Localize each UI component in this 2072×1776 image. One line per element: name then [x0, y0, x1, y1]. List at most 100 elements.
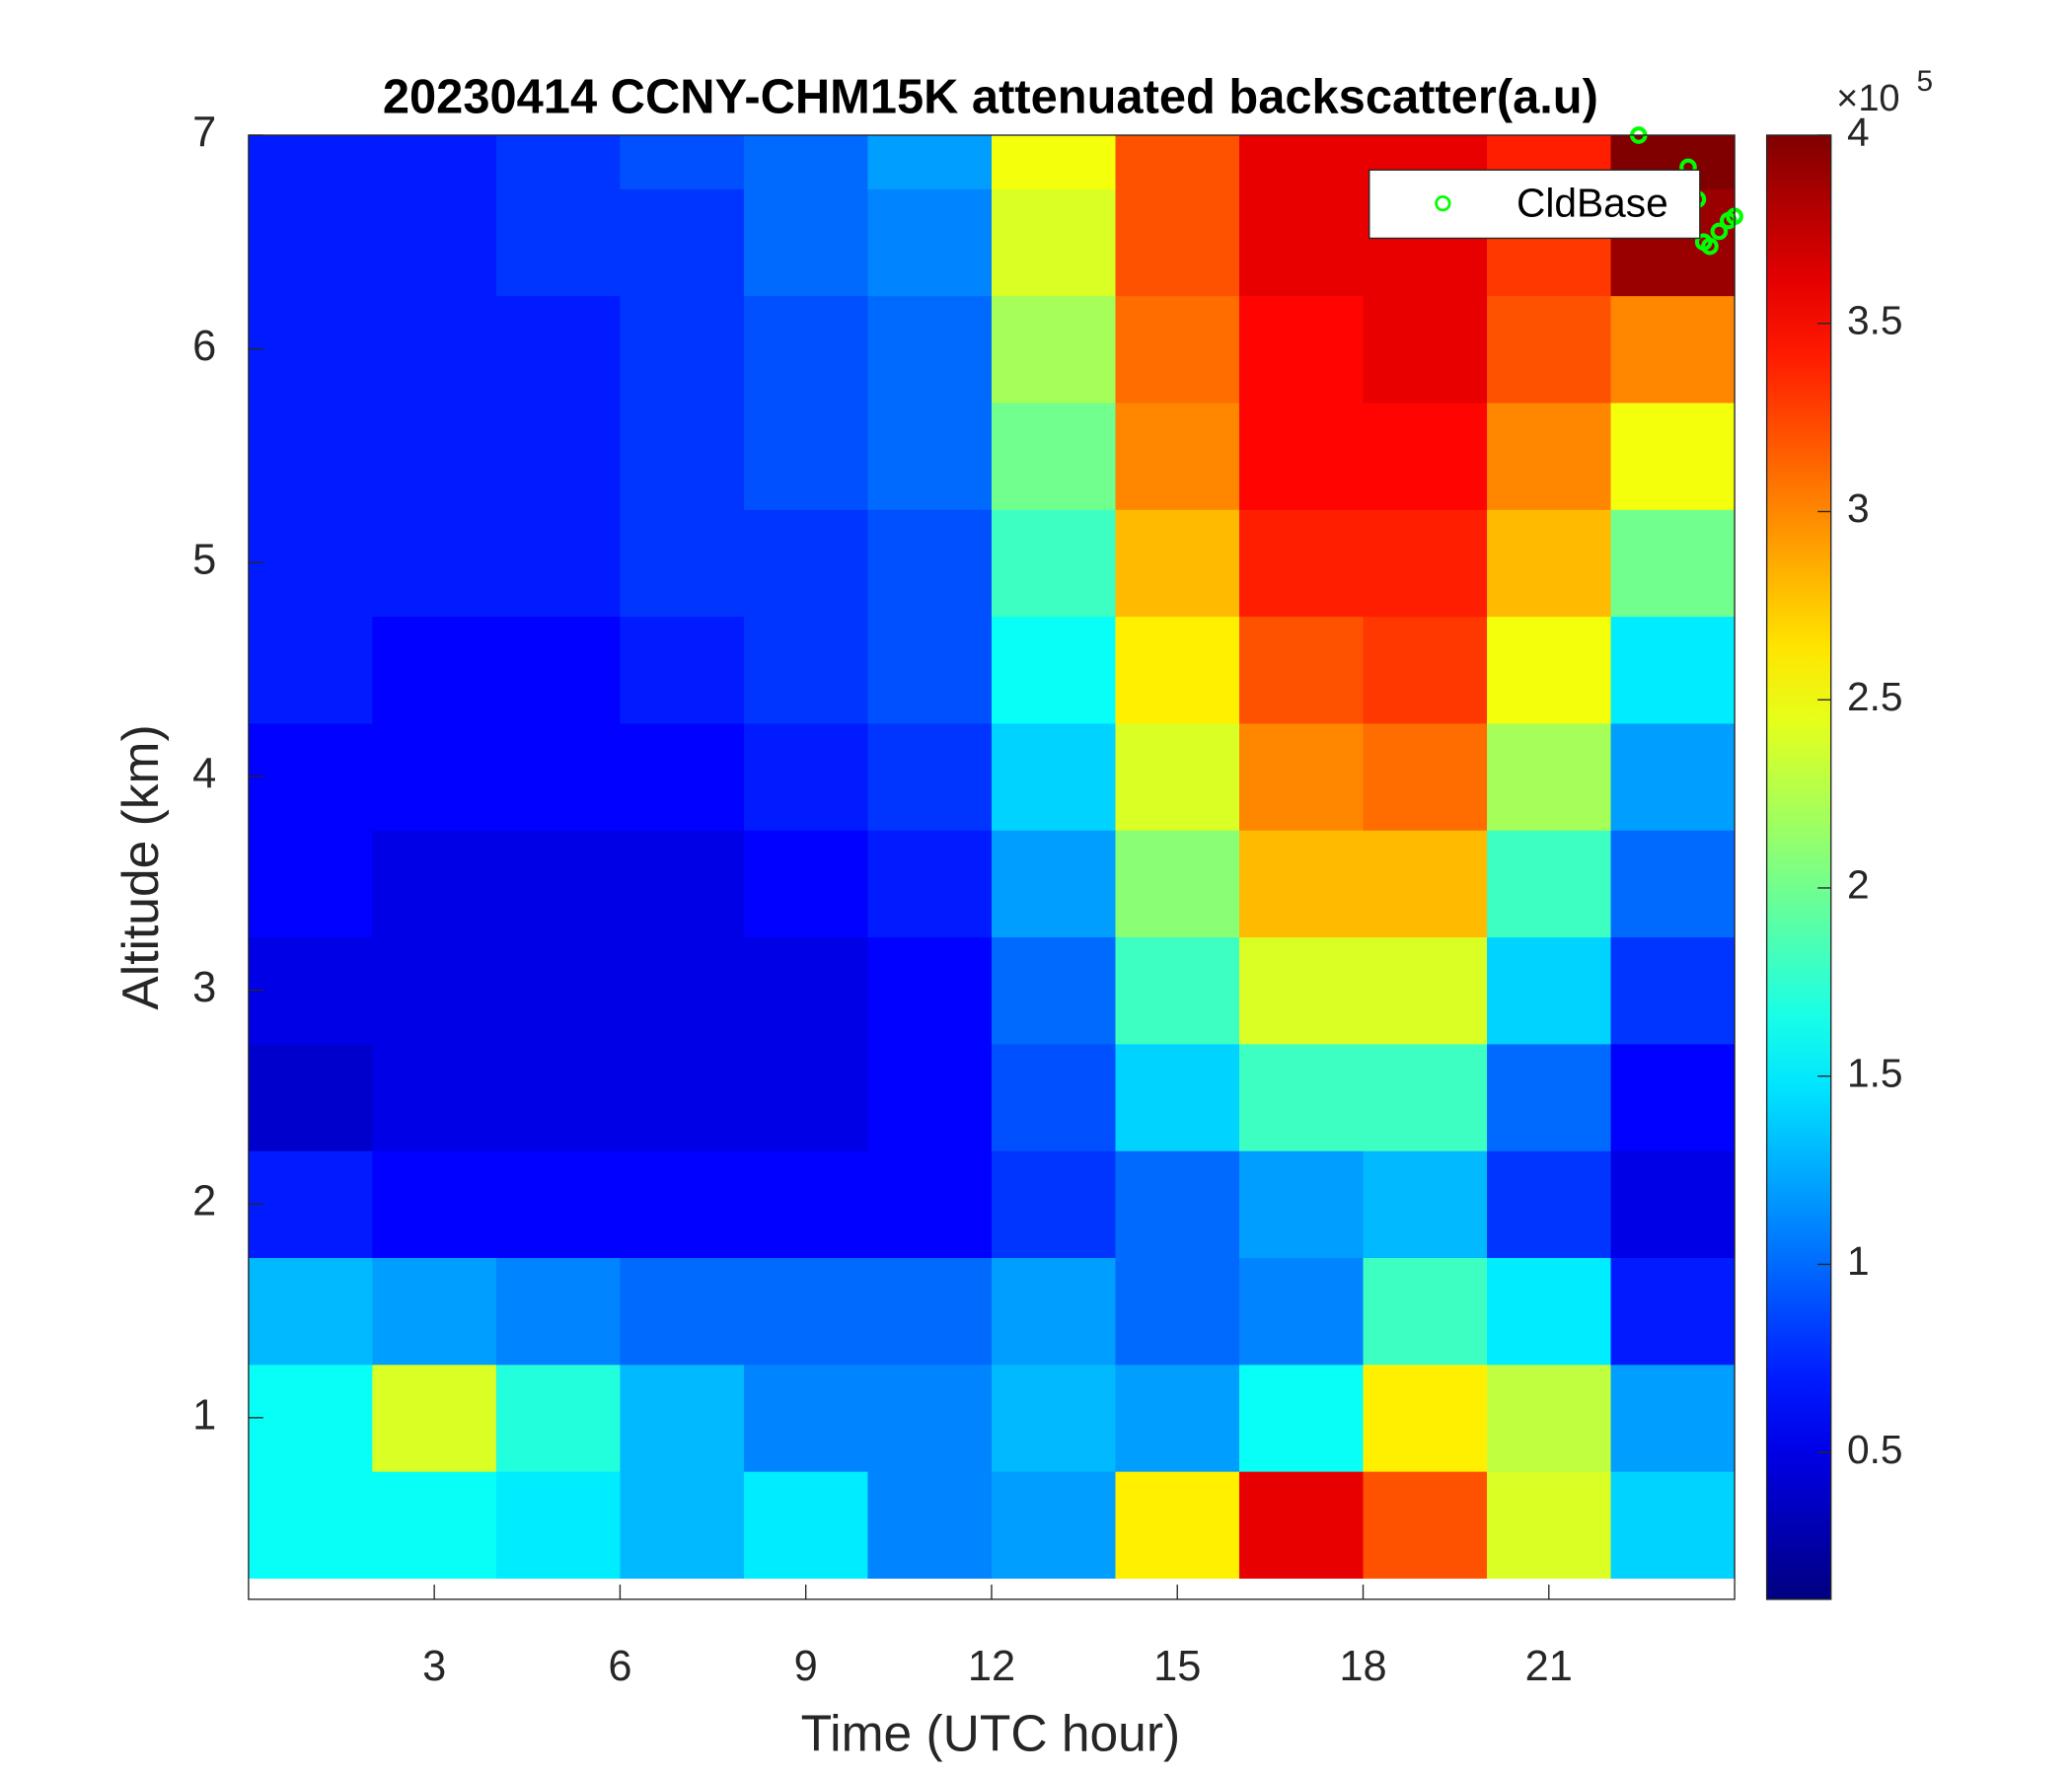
- heatmap-cell: [248, 135, 374, 189]
- heatmap-cell: [1363, 1470, 1488, 1579]
- heatmap-cell: [495, 295, 622, 404]
- heatmap-cell: [1487, 509, 1612, 618]
- heatmap-cell: [620, 1364, 745, 1472]
- heatmap-cell: [743, 830, 869, 938]
- heatmap-cell: [1115, 830, 1240, 938]
- heatmap-cell: [248, 1470, 374, 1579]
- heatmap-cell: [1115, 1364, 1240, 1472]
- heatmap-cell: [1115, 936, 1240, 1045]
- heatmap-cell: [991, 1364, 1117, 1472]
- heatmap-cell: [1363, 1257, 1488, 1366]
- heatmap-cell: [867, 936, 993, 1045]
- heatmap-cell: [372, 295, 497, 404]
- heatmap-cell: [991, 830, 1117, 938]
- heatmap-cell: [620, 188, 745, 297]
- legend-marker: [1435, 195, 1451, 212]
- heatmap-cell: [1238, 936, 1365, 1045]
- x-tick-label: 21: [1525, 1643, 1573, 1690]
- heatmap-cell: [1115, 402, 1240, 510]
- y-tick-label: 7: [192, 109, 216, 156]
- heatmap-cell: [867, 295, 993, 404]
- heatmap-cell: [248, 509, 374, 618]
- heatmap-cell: [372, 1043, 497, 1151]
- heatmap-cell: [620, 1043, 745, 1151]
- heatmap-cell: [248, 295, 374, 404]
- heatmap-cell: [867, 135, 993, 189]
- colorbar-tick-label: 3.5: [1847, 297, 1903, 342]
- heatmap-cell: [248, 1257, 374, 1366]
- heatmap-cell: [867, 830, 993, 938]
- heatmap-cell: [1115, 509, 1240, 618]
- heatmap-cell: [867, 1257, 993, 1366]
- heatmap-cell: [1363, 936, 1488, 1045]
- heatmap-cell: [620, 295, 745, 404]
- heatmap-cell: [372, 1257, 497, 1366]
- heatmap-cell: [743, 722, 869, 831]
- colorbar-tick-label: 3: [1847, 485, 1870, 531]
- heatmap-cell: [1238, 722, 1365, 831]
- y-tick-label: 4: [192, 750, 216, 797]
- heatmap-cell: [743, 1470, 869, 1579]
- heatmap-cell: [620, 135, 745, 189]
- heatmap-cell: [620, 1470, 745, 1579]
- heatmap-cell: [1610, 1364, 1736, 1472]
- heatmap-cell: [495, 135, 622, 189]
- heatmap-cell: [372, 1150, 497, 1259]
- heatmap-cell: [1487, 616, 1612, 724]
- colorbar: [1765, 134, 1832, 1600]
- heatmap-cell: [1487, 1257, 1612, 1366]
- legend: CldBase: [1369, 169, 1701, 240]
- heatmap-cell: [1610, 295, 1736, 404]
- heatmap-cell: [620, 1257, 745, 1366]
- heatmap-cell: [372, 188, 497, 297]
- heatmap-cell: [1115, 1043, 1240, 1151]
- heatmap-cell: [1487, 1043, 1612, 1151]
- heatmap-cell: [1115, 616, 1240, 724]
- heatmap-cell: [372, 509, 497, 618]
- heatmap-cell: [1487, 1364, 1612, 1472]
- heatmap-cell: [743, 1364, 869, 1472]
- heatmap-cell: [1487, 936, 1612, 1045]
- heatmap-cell: [991, 509, 1117, 618]
- heatmap-cell: [1487, 830, 1612, 938]
- x-tick-label: 9: [794, 1643, 818, 1690]
- colorbar-multiplier: ×10: [1836, 78, 1899, 119]
- x-axis-label: Time (UTC hour): [801, 1704, 1181, 1761]
- heatmap-cell: [495, 616, 622, 724]
- heatmap-cell: [743, 936, 869, 1045]
- colorbar-tick-label: 2.5: [1847, 674, 1903, 719]
- heatmap-cell: [867, 509, 993, 618]
- heatmap-cell: [1363, 616, 1488, 724]
- heatmap-cell: [620, 509, 745, 618]
- x-tick-label: 12: [968, 1643, 1015, 1690]
- heatmap-cell: [991, 1470, 1117, 1579]
- heatmap-cell: [1610, 722, 1736, 831]
- heatmap-cell: [867, 402, 993, 510]
- colorbar-tick-label: 4: [1847, 110, 1870, 155]
- heatmap-cell: [991, 616, 1117, 724]
- heatmap-cell: [1363, 402, 1488, 510]
- heatmap-cell: [1610, 616, 1736, 724]
- heatmap-cell: [991, 722, 1117, 831]
- heatmap-cell: [991, 1150, 1117, 1259]
- heatmap-cell: [495, 830, 622, 938]
- heatmap-cell: [1487, 402, 1612, 510]
- x-tick-label: 3: [422, 1643, 446, 1690]
- y-tick-label: 1: [192, 1391, 216, 1439]
- heatmap-cell: [495, 1150, 622, 1259]
- heatmap-cell: [248, 1043, 374, 1151]
- heatmap: [248, 135, 1736, 1579]
- heatmap-cell: [248, 830, 374, 938]
- heatmap-cell: [1363, 509, 1488, 618]
- heatmap-cell: [620, 936, 745, 1045]
- heatmap-cell: [1610, 1043, 1736, 1151]
- colorbar-exponent: 5: [1917, 65, 1934, 98]
- heatmap-cell: [1115, 722, 1240, 831]
- heatmap-cell: [1115, 188, 1240, 297]
- heatmap-cell: [867, 1150, 993, 1259]
- y-axis-label: Altitude (km): [111, 724, 169, 1009]
- heatmap-cell: [620, 1150, 745, 1259]
- x-tick-label: 15: [1153, 1643, 1201, 1690]
- heatmap-cell: [1610, 1150, 1736, 1259]
- heatmap-cell: [1115, 135, 1240, 189]
